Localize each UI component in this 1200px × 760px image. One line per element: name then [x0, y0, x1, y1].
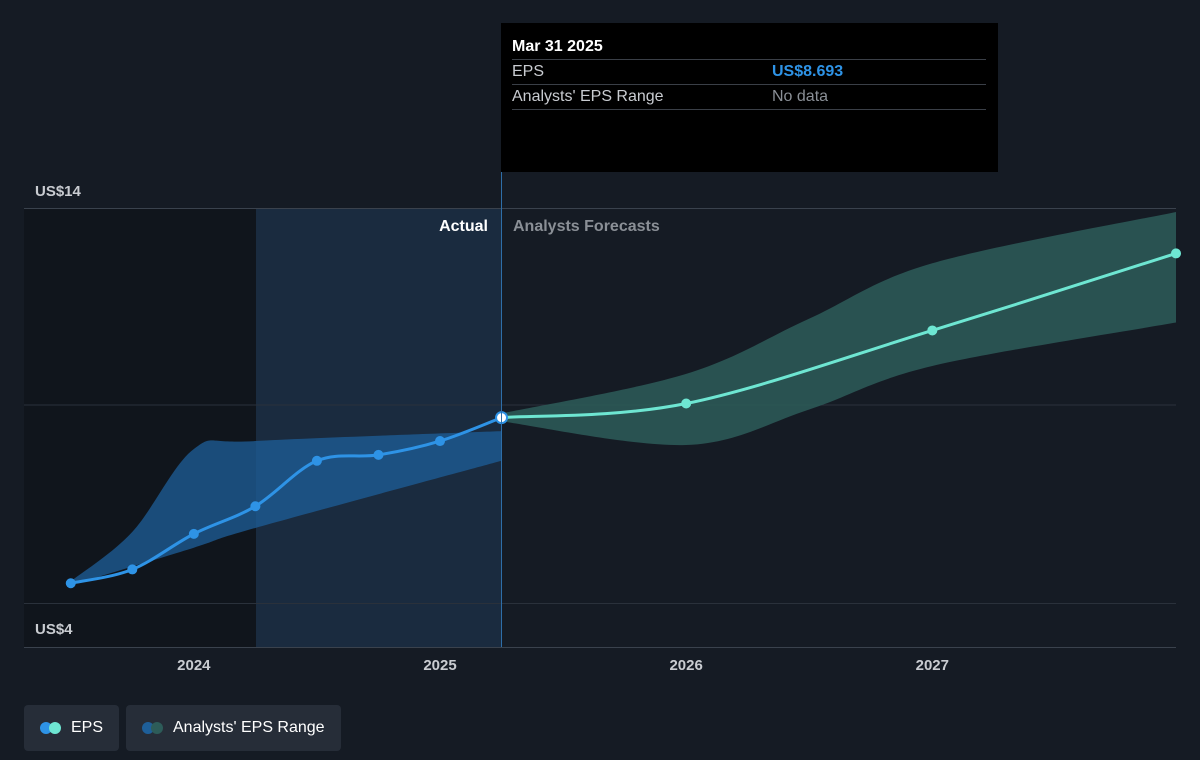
tooltip-eps-row: EPS US$8.693 — [512, 59, 986, 84]
eps-point-actual-3 — [250, 501, 261, 512]
y-tick-label-4: US$4 — [35, 621, 73, 638]
eps-point-actual-2 — [188, 528, 199, 539]
eps-point-actual-0 — [65, 578, 76, 589]
x-tick-label-2027: 2027 — [916, 657, 949, 674]
tooltip-range-value: No data — [772, 88, 829, 105]
eps-point-forecast-1 — [681, 398, 692, 409]
tooltip-range-label: Analysts' EPS Range — [512, 88, 664, 105]
forecast-label: Analysts Forecasts — [513, 218, 660, 235]
eps-range-band-actual — [70, 431, 502, 586]
eps-point-actual-4 — [311, 455, 322, 466]
eps-point-actual-5 — [373, 449, 384, 460]
eps-range-band-forecast — [501, 211, 1176, 446]
tooltip-spacer — [512, 109, 986, 148]
actual-period-shade — [256, 208, 502, 647]
y-tick-label-14: US$14 — [35, 183, 82, 200]
eps-legend-icon — [40, 722, 61, 734]
x-tick-label-2025: 2025 — [423, 657, 456, 674]
legend-eps-label: EPS — [71, 719, 104, 736]
eps-point-actual-6 — [435, 436, 445, 447]
eps-point-forecast-3 — [1171, 248, 1181, 259]
eps-chart: Actual Analysts Forecasts 2024 2025 2026 20… — [24, 172, 1181, 674]
actual-label: Actual — [439, 218, 488, 235]
eps-line-forecast — [500, 251, 1178, 420]
tooltip-range-row: Analysts' EPS Range No data — [512, 84, 986, 109]
tooltip-eps-value: US$8.693 — [772, 63, 844, 80]
tooltip-eps-label: EPS — [512, 63, 545, 80]
tooltip-date: Mar 31 2025 — [512, 38, 603, 55]
x-tick-label-2026: 2026 — [669, 657, 702, 674]
eps-point-forecast-2 — [927, 325, 938, 336]
legend-range-label: Analysts' EPS Range — [173, 719, 325, 736]
pre-period-shade — [24, 208, 256, 647]
tooltip: Mar 31 2025 EPS US$8.693 Analysts' EPS R… — [501, 23, 998, 172]
x-tick-label-2024: 2024 — [177, 657, 211, 674]
legend-eps[interactable]: EPS — [24, 705, 120, 751]
legend-range[interactable]: Analysts' EPS Range — [126, 705, 341, 751]
range-legend-icon — [142, 722, 163, 734]
eps-point-actual-1 — [127, 564, 138, 575]
